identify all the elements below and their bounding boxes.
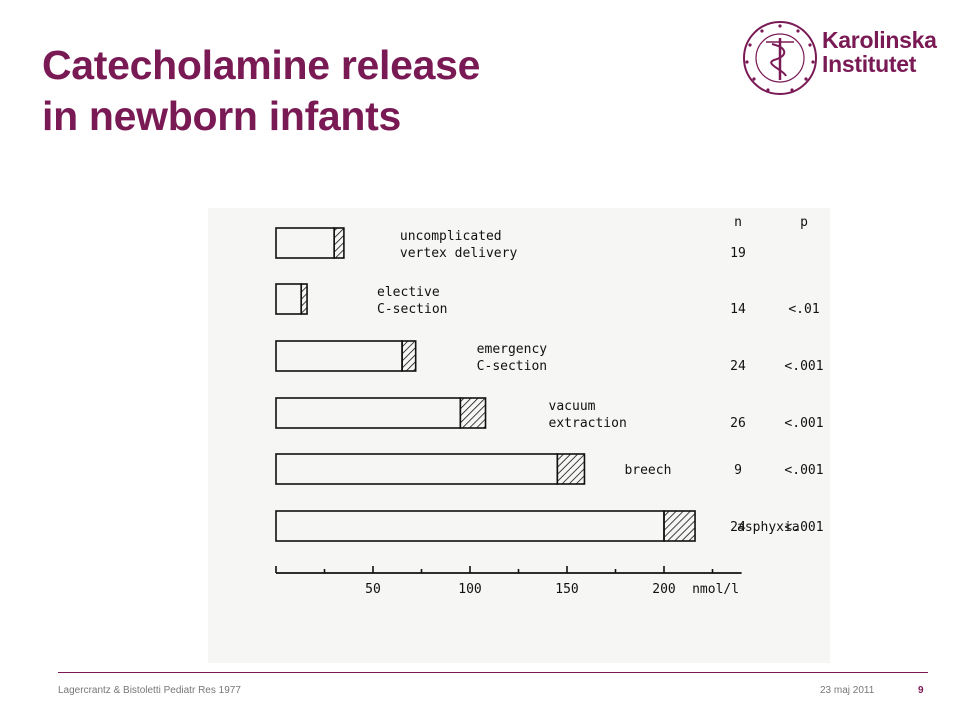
bar-open-segment [275, 283, 303, 315]
bar-category-label: vertex delivery [400, 246, 518, 261]
n-value: 9 [734, 463, 742, 478]
bar-open-segment [275, 510, 665, 542]
bar-hatched-segment [300, 283, 308, 315]
title-line-2: in newborn infants [42, 93, 402, 139]
n-value: 19 [730, 246, 746, 261]
x-tick-label: 200 [652, 582, 675, 597]
p-value: <.001 [784, 359, 823, 374]
bar-category-label: extraction [549, 416, 627, 431]
footer-page-number: 9 [918, 685, 924, 696]
logo-line-1: Karolinska [822, 27, 937, 53]
p-value: <.001 [784, 520, 823, 535]
catecholamine-bar-chart: n p uncomplicated vertex delivery 19 elective… [275, 215, 824, 597]
n-value: 14 [730, 302, 746, 317]
x-tick-label: 50 [365, 582, 381, 597]
slide-title: Catecholamine release in newborn infants [42, 40, 682, 142]
bar-open-segment [275, 227, 336, 259]
x-tick-label: 100 [458, 582, 481, 597]
x-tick-label: 150 [555, 582, 578, 597]
bar-hatched-segment [556, 453, 586, 485]
footer-divider [58, 672, 928, 673]
title-line-1: Catecholamine release [42, 42, 481, 88]
logo-wordmark: Karolinska Institutet [822, 28, 937, 76]
bar-hatched-segment [401, 340, 417, 372]
bar-category-label: C-section [377, 302, 447, 317]
bar-hatched-segment [459, 397, 487, 429]
footer-date: 23 maj 2011 [820, 685, 875, 696]
footer-citation: Lagercrantz & Bistoletti Pediatr Res 197… [58, 685, 241, 696]
p-value: <.001 [784, 416, 823, 431]
scanned-figure: n p uncomplicated vertex delivery 19 elective… [208, 208, 830, 663]
bar-hatched-segment [663, 510, 696, 542]
p-column-header: p [800, 215, 808, 230]
bar-open-segment [275, 397, 462, 429]
p-value: <.01 [788, 302, 819, 317]
bar-category-label: elective [377, 285, 440, 300]
karolinska-seal-icon [743, 21, 817, 95]
n-value: 24 [730, 359, 746, 374]
bar-hatched-segment [333, 227, 345, 259]
bar-open-segment [275, 340, 403, 372]
logo-line-2: Institutet [822, 51, 917, 77]
p-value: <.001 [784, 463, 823, 478]
n-value: 24 [730, 520, 746, 535]
bar-open-segment [275, 453, 559, 485]
karolinska-logo: Karolinska Institutet [740, 18, 940, 98]
bar-category-label: emergency [477, 342, 548, 357]
bar-category-label: asphyxia [737, 520, 800, 535]
bar-category-label: C-section [477, 359, 547, 374]
x-axis-unit: nmol/l [692, 582, 739, 597]
bar-category-label: uncomplicated [400, 229, 502, 244]
n-column-header: n [734, 215, 742, 230]
bar-category-label: vacuum [549, 399, 596, 414]
n-value: 26 [730, 416, 746, 431]
bar-category-label: breech [624, 463, 671, 478]
